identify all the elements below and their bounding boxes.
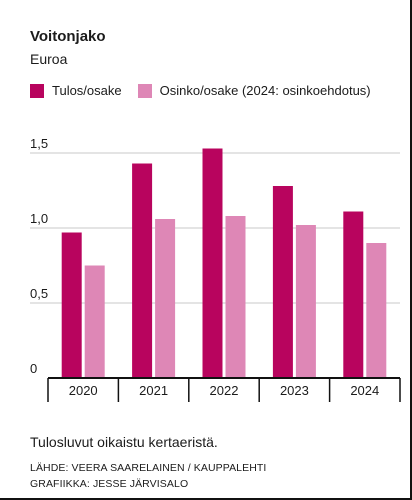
- x-tick-label: 2020: [69, 383, 98, 398]
- x-tick-label: 2022: [210, 383, 239, 398]
- bar-chart: 0 0,5 1,0 1,5 2020 2021 2022 2023 2024: [30, 136, 401, 402]
- bar-osinko: [155, 219, 176, 378]
- bar-osinko: [84, 265, 105, 378]
- legend-swatch-osinko: [137, 83, 152, 98]
- legend-swatch-tulos: [30, 83, 44, 98]
- x-tick-label: 2023: [280, 383, 309, 398]
- bar-tulos: [61, 232, 82, 378]
- x-tick-label: 2024: [350, 383, 379, 398]
- chart-subtitle: Euroa: [30, 51, 68, 67]
- legend-item-tulos: Tulos/osake: [30, 83, 122, 98]
- y-tick-label: 0: [30, 361, 37, 376]
- chart-title: Voitonjako: [30, 28, 106, 45]
- bar-osinko: [366, 243, 387, 378]
- chart-legend: Tulos/osake Osinko/osake (2024: osinkoeh…: [30, 83, 387, 98]
- bar-osinko: [295, 225, 316, 378]
- bar-tulos: [132, 163, 153, 378]
- legend-label-osinko: Osinko/osake (2024: osinkoehdotus): [159, 83, 371, 98]
- bar-tulos: [343, 211, 364, 378]
- bar-tulos: [272, 186, 293, 378]
- bar-tulos: [202, 148, 223, 378]
- x-tick-label: 2021: [139, 383, 168, 398]
- legend-label-tulos: Tulos/osake: [52, 83, 122, 98]
- credit-line: GRAFIIKKA: JESSE JÄRVISALO: [30, 478, 189, 490]
- bar-osinko: [225, 216, 246, 378]
- y-tick-label: 1,5: [30, 136, 48, 151]
- legend-item-osinko: Osinko/osake (2024: osinkoehdotus): [137, 83, 371, 98]
- source-line: LÄHDE: VEERA SAARELAINEN / KAUPPALEHTI: [30, 462, 267, 474]
- y-tick-label: 1,0: [30, 211, 48, 226]
- y-tick-label: 0,5: [30, 286, 48, 301]
- footnote: Tulosluvut oikaistu kertaeristä.: [30, 434, 218, 450]
